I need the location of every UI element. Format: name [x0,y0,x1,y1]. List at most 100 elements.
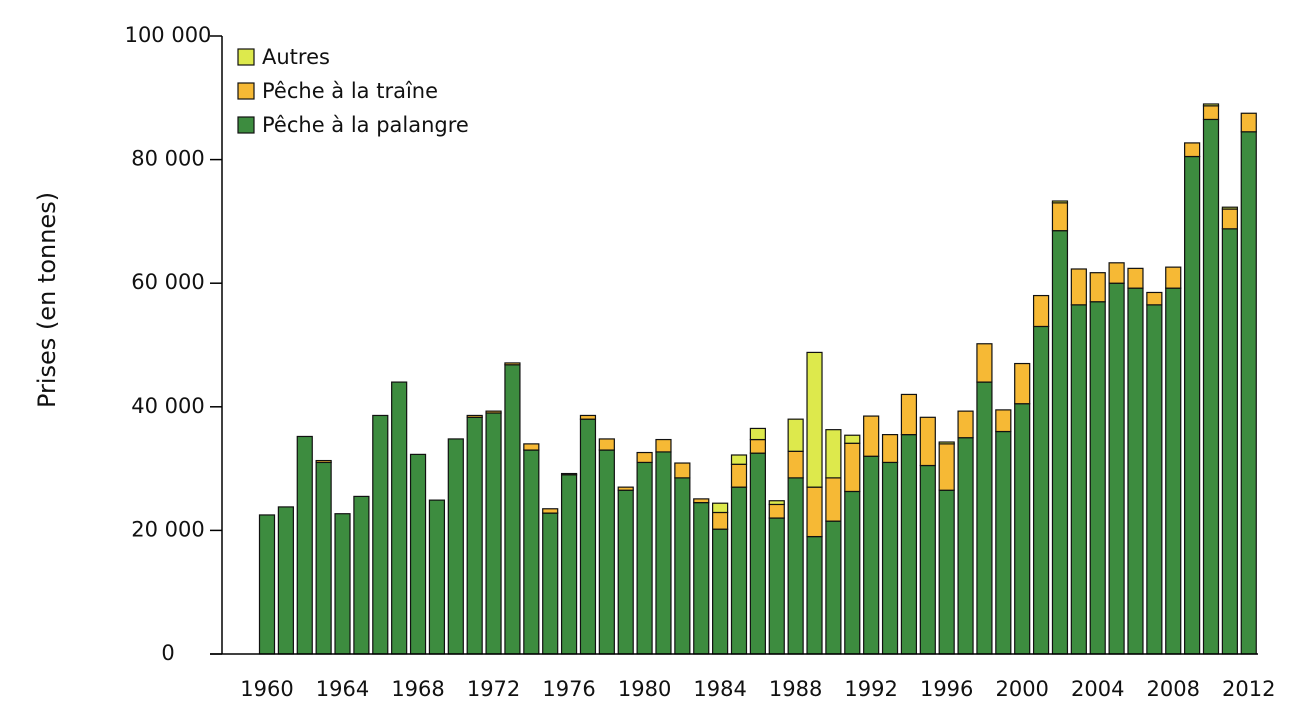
bar-segment [825,520,842,655]
bar-segment [1014,403,1031,655]
bar-segment [315,461,332,655]
bar-segment [693,498,710,504]
legend-label: Pêche à la traîne [262,79,438,103]
x-tick-label: 2008 [1147,677,1200,701]
bar-segment [353,495,370,655]
bar-segment [900,434,918,655]
bar-segment [712,528,729,655]
y-tick-label: 0 [161,641,174,665]
bar-segment [1221,208,1238,230]
bar-segment [976,381,993,655]
bar-segment [1108,282,1125,655]
bar-segment [542,512,559,655]
bar-segment [1051,200,1069,204]
y-axis-label: Prises (en tonnes) [33,192,61,408]
bar-segment [919,416,936,467]
bar-segment [1240,131,1257,655]
bar-segment [617,486,634,491]
bar-segment [598,438,615,451]
bar-segment [1014,362,1031,405]
legend-swatch [237,116,255,134]
bar-segment [1032,294,1050,328]
bar-segment [674,462,691,479]
bar-segment [881,461,899,655]
bar-segment [636,461,653,655]
bar-segment [825,477,842,522]
bar-segment [674,477,691,655]
bar-segment [636,451,653,464]
bar-segment [806,535,823,655]
legend-label: Pêche à la palangre [262,113,469,137]
bar-segment [1221,228,1238,655]
bar-segment [1127,287,1144,655]
bar-segment [277,506,294,655]
bar-segment [1146,291,1163,306]
x-tick-label: 1988 [769,677,822,701]
bar-segment [881,434,899,464]
bar-segment [428,499,446,655]
bar-segment [730,486,748,655]
bar-segment [844,442,861,493]
bar-segment [485,412,502,655]
legend-label: Autres [262,45,330,69]
bar-segment [1146,304,1163,655]
y-tick-label: 80 000 [131,147,204,171]
bar-segment [655,438,672,453]
bar-segment [995,409,1012,433]
y-tick-label: 100 000 [125,23,212,47]
bar-segment [1070,268,1087,306]
bar-segment [712,502,729,514]
bar-segment [749,427,766,441]
bar-segment [579,414,597,420]
x-tick-label: 1968 [391,677,444,701]
bar-segment [844,434,861,444]
bar-segment [504,364,521,655]
bar-segment [617,489,634,655]
bar-segment [391,381,408,655]
bar-segment [655,451,672,655]
bar-segment [598,449,615,655]
bar-segment [768,500,785,506]
bar-segment [523,443,540,451]
bar-segment [542,508,559,514]
bar-segment [1184,142,1201,158]
bar-segment [258,514,276,655]
bar-segment [919,464,936,655]
bar-segment [787,450,804,479]
bar-segment [372,414,389,655]
bar-segment [806,351,823,488]
bar-segment [1165,266,1182,289]
bar-segment [938,441,955,445]
bar-segment [900,393,918,436]
x-tick-label: 1980 [618,677,671,701]
bar-segment [560,472,578,476]
x-tick-label: 1960 [240,677,293,701]
x-tick-label: 2004 [1071,677,1124,701]
bar-segment [1202,105,1220,121]
y-tick-label: 20 000 [131,517,204,541]
x-tick-label: 1992 [844,677,897,701]
bar-segment [523,449,540,655]
x-tick-label: 1976 [542,677,595,701]
bar-segment [466,416,483,655]
bar-segment [1202,103,1220,107]
bar-segment [938,443,955,491]
x-tick-label: 2012 [1222,677,1275,701]
x-tick-label: 1972 [467,677,520,701]
bar-segment [1032,325,1050,655]
x-tick-label: 1996 [920,677,973,701]
bar-segment [768,503,785,519]
legend-swatch [237,48,255,66]
bar-segment [1184,155,1201,655]
bar-segment [976,343,993,383]
bar-segment [1070,304,1087,655]
bar-segment [1240,112,1257,133]
bar-segment [957,437,974,655]
bar-segment [466,414,483,418]
bar-segment [806,486,823,538]
bar-segment [296,435,313,655]
bar-segment [579,418,597,655]
bar-segment [504,362,521,366]
bar-segment [730,463,748,488]
